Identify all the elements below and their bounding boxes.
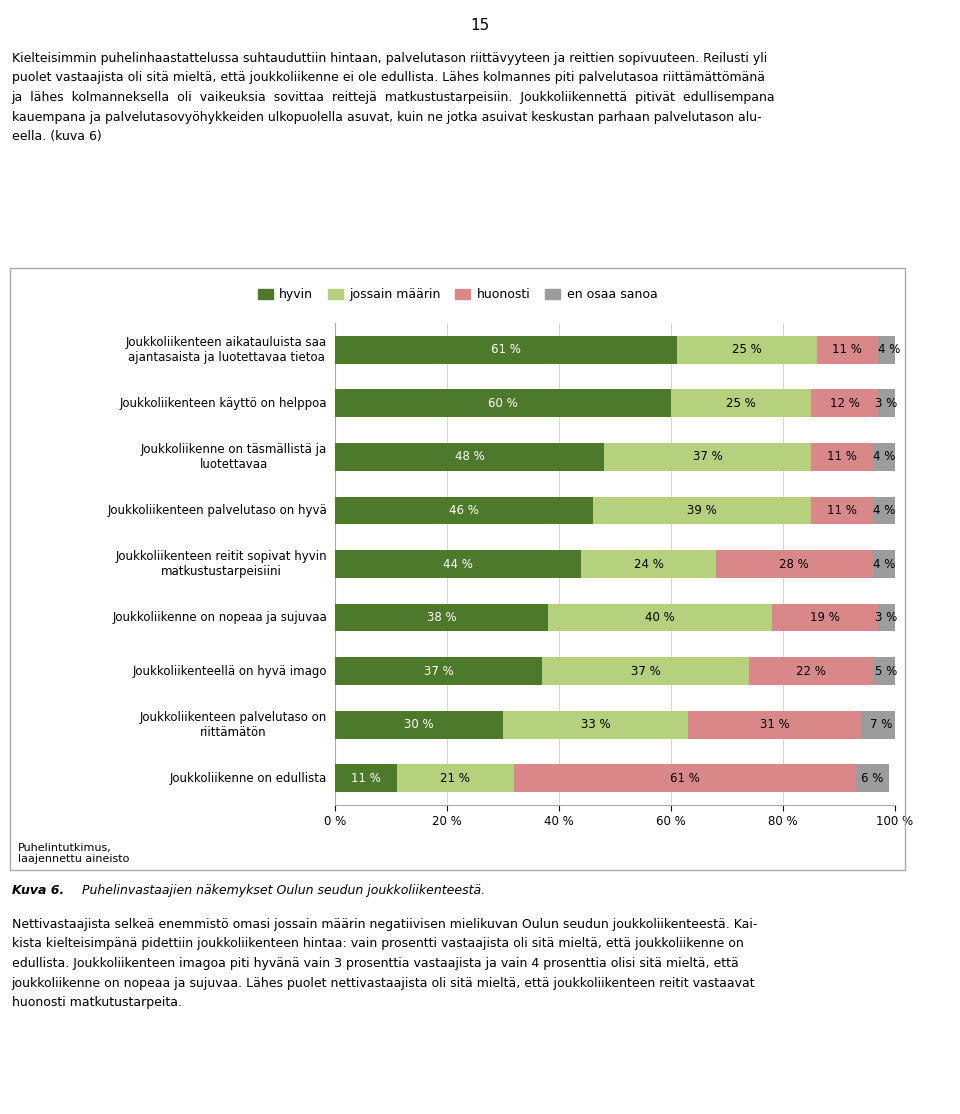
Text: 11 %: 11 % [350,772,381,784]
Bar [861,711,900,739]
Text: 11 %: 11 % [827,450,856,463]
Text: 15: 15 [470,18,490,33]
Text: 30 %: 30 % [404,719,434,731]
Bar [687,711,861,739]
Text: 4 %: 4 % [873,557,895,570]
Text: Joukkoliikenteen palvelutaso on hyvä: Joukkoliikenteen palvelutaso on hyvä [108,504,327,517]
Bar [811,443,873,471]
Bar [335,604,548,632]
Bar [811,390,878,418]
Bar [335,390,671,418]
Bar [542,657,750,685]
Bar [873,550,895,578]
Bar [878,604,895,632]
Bar [873,497,895,525]
Bar [677,335,817,363]
Text: Nettivastaajista selkeä enemmistö omasi jossain määrin negatiivisen mielikuvan O: Nettivastaajista selkeä enemmistö omasi … [12,918,756,931]
Text: 40 %: 40 % [645,612,675,624]
Text: eella. (kuva 6): eella. (kuva 6) [12,130,101,143]
Text: 3 %: 3 % [876,397,898,410]
Bar [878,335,900,363]
Text: 31 %: 31 % [759,719,789,731]
Bar [878,390,895,418]
Text: 33 %: 33 % [581,719,611,731]
Text: Kielteisimmin puhelinhaastattelussa suhtauduttiin hintaan, palvelutason riittävy: Kielteisimmin puhelinhaastattelussa suht… [12,52,767,65]
Text: 44 %: 44 % [444,557,473,570]
Bar [515,764,855,792]
Bar [335,443,604,471]
Text: ja  lähes  kolmanneksella  oli  vaikeuksia  sovittaa  reittejä  matkustustarpeis: ja lähes kolmanneksella oli vaikeuksia s… [12,91,775,104]
Text: Joukkoliikenne on edullista: Joukkoliikenne on edullista [170,772,327,784]
Bar [503,711,687,739]
Bar [396,764,515,792]
Text: 24 %: 24 % [634,557,663,570]
Text: 46 %: 46 % [449,504,479,517]
Bar [335,550,582,578]
Text: kauempana ja palvelutasovyöhykkeiden ulkopuolella asuvat, kuin ne jotka asuivat : kauempana ja palvelutasovyöhykkeiden ulk… [12,110,761,124]
Legend: hyvin, jossain määrin, huonosti, en osaa sanoa: hyvin, jossain määrin, huonosti, en osaa… [252,283,662,306]
Text: 25 %: 25 % [726,397,756,410]
Text: 22 %: 22 % [796,665,826,677]
Text: Joukkoliikenne on täsmällistä ja
luotettavaa: Joukkoliikenne on täsmällistä ja luotett… [141,443,327,471]
Text: 38 %: 38 % [426,612,456,624]
Bar [582,550,716,578]
Bar [335,497,592,525]
Bar [873,443,895,471]
Bar [335,335,677,363]
Bar [335,711,503,739]
Text: Puhelintutkimus,
laajennettu aineisto: Puhelintutkimus, laajennettu aineisto [18,843,130,864]
Text: huonosti matkutustarpeita.: huonosti matkutustarpeita. [12,996,181,1009]
Text: 7 %: 7 % [870,719,892,731]
Text: 11 %: 11 % [827,504,856,517]
Text: 60 %: 60 % [488,397,517,410]
Bar [335,764,396,792]
Text: 37 %: 37 % [631,665,660,677]
Text: 5 %: 5 % [876,665,898,677]
Bar [716,550,873,578]
Bar [811,497,873,525]
Text: 28 %: 28 % [780,557,809,570]
Bar [548,604,772,632]
Bar [592,497,811,525]
Text: 25 %: 25 % [732,343,761,356]
Text: 39 %: 39 % [687,504,717,517]
Text: 61 %: 61 % [491,343,520,356]
Bar [817,335,878,363]
Text: Joukkoliikenteen aikatauluista saa
ajantasaista ja luotettavaa tietoa: Joukkoliikenteen aikatauluista saa ajant… [126,335,327,364]
Text: puolet vastaajista oli sitä mieltä, että joukkoliikenne ei ole edullista. Lähes : puolet vastaajista oli sitä mieltä, että… [12,71,764,85]
Text: 3 %: 3 % [876,612,898,624]
Text: 19 %: 19 % [810,612,840,624]
Bar [335,657,542,685]
Bar [604,443,811,471]
Text: 37 %: 37 % [692,450,722,463]
Text: Joukkoliikenne on nopeaa ja sujuvaa: Joukkoliikenne on nopeaa ja sujuvaa [112,612,327,624]
Text: 4 %: 4 % [873,504,895,517]
Text: 12 %: 12 % [829,397,859,410]
Text: edullista. Joukkoliikenteen imagoa piti hyvänä vain 3 prosenttia vastaajista ja : edullista. Joukkoliikenteen imagoa piti … [12,957,738,970]
Text: 6 %: 6 % [861,772,884,784]
Text: kista kielteisimpänä pidettiin joukkoliikenteen hintaa: vain prosentti vastaajis: kista kielteisimpänä pidettiin joukkolii… [12,938,743,950]
Text: Puhelinvastaajien näkemykset Oulun seudun joukkoliikenteestä.: Puhelinvastaajien näkemykset Oulun seudu… [82,885,485,897]
Bar [873,657,900,685]
Text: 37 %: 37 % [423,665,453,677]
Bar [671,390,811,418]
Text: 21 %: 21 % [441,772,470,784]
Text: Kuva 6.: Kuva 6. [12,885,63,897]
Bar [772,604,878,632]
Bar [855,764,889,792]
Bar [750,657,873,685]
Text: Joukkoliikenteen reitit sopivat hyvin
matkustustarpeisiini: Joukkoliikenteen reitit sopivat hyvin ma… [115,550,327,578]
Text: 48 %: 48 % [454,450,484,463]
Text: 61 %: 61 % [670,772,700,784]
Text: 11 %: 11 % [832,343,862,356]
Text: joukkoliikenne on nopeaa ja sujuvaa. Lähes puolet nettivastaajista oli sitä miel: joukkoliikenne on nopeaa ja sujuvaa. Läh… [12,977,756,989]
Text: Joukkoliikenteen käyttö on helppoa: Joukkoliikenteen käyttö on helppoa [119,397,327,410]
Text: 4 %: 4 % [873,450,895,463]
Text: 4 %: 4 % [878,343,900,356]
Text: Joukkoliikenteellä on hyvä imago: Joukkoliikenteellä on hyvä imago [132,665,327,677]
Text: Joukkoliikenteen palvelutaso on
riittämätön: Joukkoliikenteen palvelutaso on riittämä… [140,711,327,739]
